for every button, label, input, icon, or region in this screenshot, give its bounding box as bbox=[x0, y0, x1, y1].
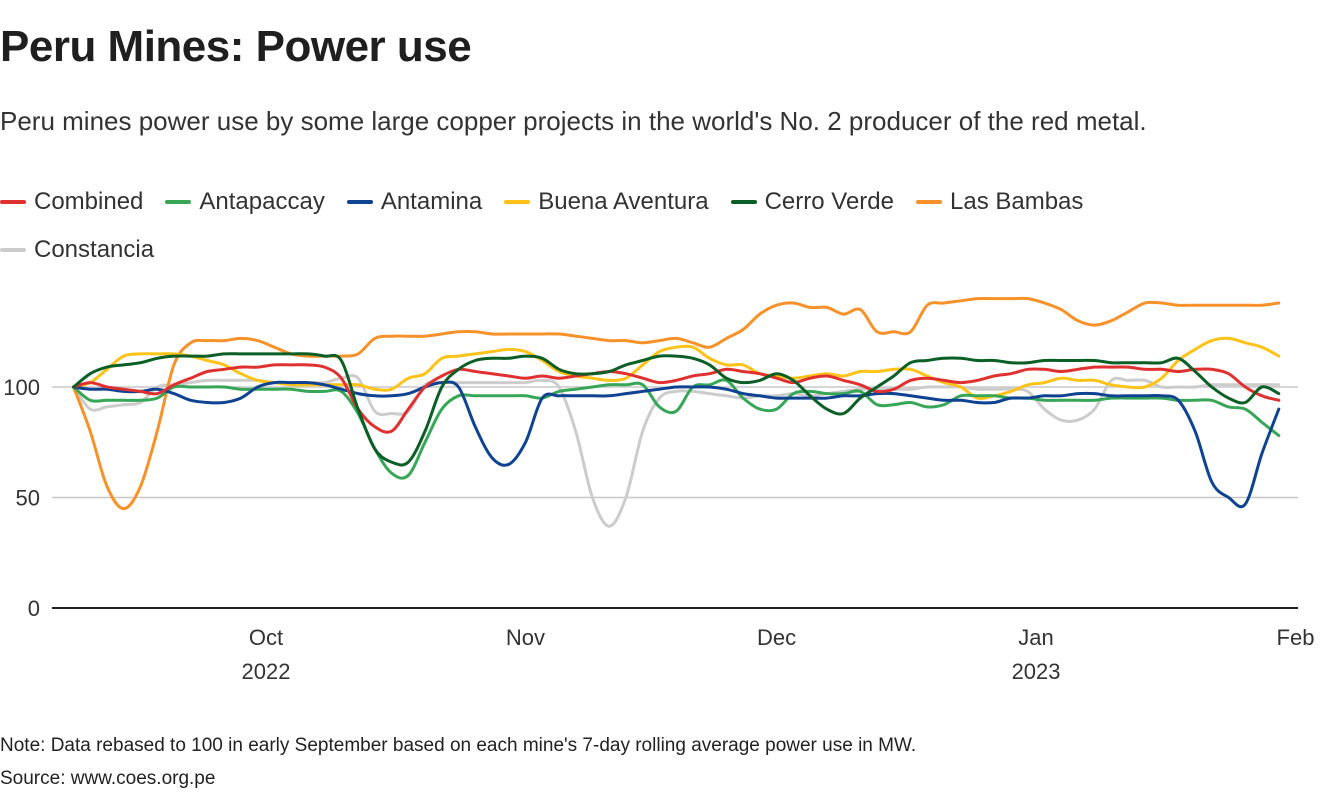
legend-label: Cerro Verde bbox=[764, 188, 894, 215]
legend-item-cerro-verde[interactable]: Cerro Verde bbox=[730, 188, 894, 216]
legend-label: Combined bbox=[34, 188, 144, 215]
legend-swatch-buena-aventura bbox=[504, 200, 531, 204]
gridlines bbox=[52, 386, 1298, 609]
legend-item-antamina[interactable]: Antamina bbox=[346, 188, 483, 216]
series-line-combined[interactable] bbox=[72, 363, 1281, 434]
legend-swatch-las-bambas bbox=[916, 200, 942, 204]
chart-subtitle: Peru mines power use by some large coppe… bbox=[0, 106, 1147, 136]
legend-label: Constancia bbox=[34, 236, 155, 263]
legend-item-las-bambas[interactable]: Las Bambas bbox=[916, 188, 1083, 216]
x-tick-label: Feb bbox=[1277, 625, 1315, 650]
legend-row-2: Constancia bbox=[0, 232, 1320, 268]
chart-note: Note: Data rebased to 100 in early Septe… bbox=[0, 735, 917, 756]
x-tick-label: Nov bbox=[506, 625, 545, 650]
series-line-constancia[interactable] bbox=[72, 374, 1281, 528]
legend-label: Antapaccay bbox=[199, 188, 325, 215]
legend-label: Buena Aventura bbox=[538, 188, 709, 215]
x-tick-label: Dec bbox=[757, 625, 796, 650]
x-axis-ticks: Oct 2022 Nov Dec Jan 2023 Feb bbox=[242, 625, 1315, 684]
legend-swatch-antamina bbox=[346, 200, 373, 204]
y-tick-label: 100 bbox=[3, 375, 40, 400]
series-lines bbox=[72, 296, 1281, 528]
legend-item-constancia[interactable]: Constancia bbox=[0, 236, 154, 264]
y-axis-ticks: 0 50 100 bbox=[3, 375, 40, 621]
series-line-antamina[interactable] bbox=[72, 380, 1281, 509]
series-line-antapaccay[interactable] bbox=[72, 378, 1281, 480]
legend-label: Antamina bbox=[380, 188, 483, 215]
legend-item-buena-aventura[interactable]: Buena Aventura bbox=[504, 188, 709, 216]
y-tick-label: 50 bbox=[16, 486, 40, 511]
legend-row-1: Combined Antapaccay Antamina Buena Avent… bbox=[0, 184, 1320, 220]
x-tick-label: Jan bbox=[1018, 625, 1053, 650]
x-tick-label: Oct bbox=[249, 625, 283, 650]
legend-swatch-constancia bbox=[0, 248, 26, 252]
series-line-cerro-verde[interactable] bbox=[72, 352, 1281, 467]
chart-title: Peru Mines: Power use bbox=[0, 22, 472, 71]
series-line-las-bambas[interactable] bbox=[72, 296, 1281, 511]
legend-swatch-cerro-verde bbox=[730, 200, 757, 204]
x-tick-year-label: 2023 bbox=[1012, 659, 1061, 684]
legend-swatch-combined bbox=[0, 200, 26, 204]
y-tick-label: 0 bbox=[28, 596, 40, 621]
legend-swatch-antapaccay bbox=[165, 200, 192, 204]
legend-item-combined[interactable]: Combined bbox=[0, 188, 143, 216]
chart-source: Source: www.coes.org.pe bbox=[0, 768, 216, 789]
line-chart: 0 50 100 Oct 2022 Nov Dec Jan 2023 Feb bbox=[3, 296, 1315, 684]
legend-label: Las Bambas bbox=[950, 188, 1084, 215]
x-tick-year-label: 2022 bbox=[242, 659, 291, 684]
legend: Combined Antapaccay Antamina Buena Avent… bbox=[0, 184, 1320, 280]
legend-item-antapaccay[interactable]: Antapaccay bbox=[165, 188, 325, 216]
